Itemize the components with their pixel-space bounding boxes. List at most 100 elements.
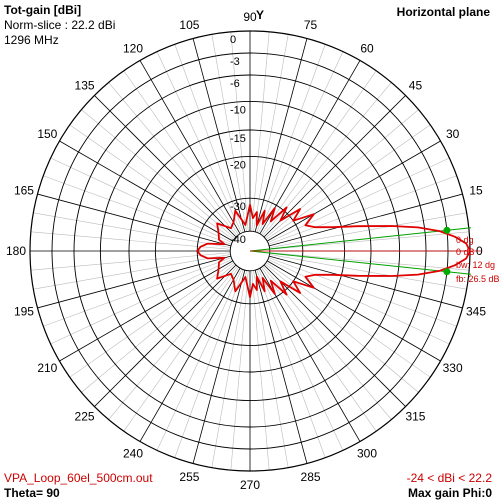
- angle-label-0: 0: [476, 244, 483, 258]
- minor-spoke: [261, 267, 377, 432]
- minor-spoke: [108, 265, 238, 420]
- angle-label: 60: [360, 41, 374, 55]
- minor-spoke: [50, 157, 233, 243]
- major-spoke: [94, 264, 237, 407]
- major-spoke: [192, 270, 246, 464]
- major-spoke: [263, 95, 406, 238]
- major-spoke: [254, 38, 308, 232]
- angle-label: 105: [179, 18, 199, 32]
- angle-label: 240: [123, 447, 143, 461]
- norm-slice-label: Norm-slice : 22.2 dBi: [4, 18, 116, 32]
- major-spoke: [269, 193, 463, 247]
- minor-spoke: [253, 270, 289, 468]
- beamwidth-lines: [249, 227, 481, 275]
- radiation-pattern: [196, 203, 471, 299]
- ring-label: -6: [230, 78, 240, 90]
- angle-label: 345: [466, 305, 486, 319]
- minor-spoke: [266, 262, 431, 378]
- angle-label: 285: [301, 470, 321, 484]
- minor-spoke: [81, 109, 236, 239]
- angle-label: 195: [14, 305, 34, 319]
- minor-spoke: [264, 263, 419, 393]
- angle-label: 15: [469, 183, 483, 197]
- minor-spoke: [156, 51, 242, 234]
- chart-title: Tot-gain [dBi]: [4, 3, 82, 17]
- angle-label: 90: [243, 10, 257, 24]
- minor-spoke: [123, 267, 239, 432]
- minor-spoke: [258, 51, 344, 234]
- angle-label: 30: [446, 127, 460, 141]
- major-spoke: [94, 95, 237, 238]
- major-spoke: [37, 255, 231, 309]
- minor-spoke: [81, 263, 236, 393]
- ring-labels: 0 -3 -6 -10 -15 -20 -30 -40: [230, 34, 246, 246]
- plane-label: Horizontal plane: [396, 5, 490, 19]
- minor-spoke: [69, 124, 234, 240]
- major-spoke: [266, 140, 441, 242]
- minor-spoke: [261, 70, 377, 235]
- minor-spoke: [264, 109, 419, 239]
- angle-labels: 15 30 45 60 75 90 105 120 135 150 165 180 195 210 225 2…: [6, 10, 486, 492]
- angle-label: 225: [75, 409, 95, 423]
- angle-label: 165: [14, 183, 34, 197]
- angle-label: 45: [409, 79, 423, 93]
- minor-spoke: [266, 124, 431, 240]
- minor-spoke: [262, 82, 392, 237]
- beamwidth-marker: [443, 226, 451, 234]
- ring-label: -30: [230, 201, 246, 213]
- angle-label: 180: [6, 244, 26, 258]
- angle-label: 150: [37, 127, 57, 141]
- minor-spoke: [156, 268, 242, 451]
- gain-annotation: 0 dB: [456, 247, 475, 257]
- angle-label: 75: [304, 18, 318, 32]
- major-spoke: [266, 260, 441, 362]
- major-spoke: [269, 255, 463, 309]
- annotations: 0 dg 0 dB bw: 12 dg fb: 26.5 dB 0: [456, 235, 500, 284]
- y-axis-label: Y: [256, 8, 264, 22]
- major-spoke: [259, 60, 361, 235]
- beamwidth-annotation: bw: 12 dg: [456, 260, 495, 270]
- minor-spoke: [267, 157, 450, 243]
- major-spoke: [254, 270, 308, 464]
- angle-label: 330: [443, 361, 463, 375]
- minor-spoke: [108, 82, 238, 237]
- angle-label: 210: [37, 361, 57, 375]
- ring-label: -15: [230, 133, 246, 145]
- minor-spoke: [69, 262, 234, 378]
- angle-label: 255: [179, 470, 199, 484]
- max-gain-label: Max gain Phi:0: [407, 486, 492, 500]
- major-spoke: [259, 267, 361, 442]
- ring-label: -10: [230, 104, 246, 116]
- angle-label: 300: [357, 447, 377, 461]
- minor-spoke: [33, 254, 231, 290]
- beamwidth-markers: [443, 226, 451, 276]
- angle-label: 315: [405, 409, 425, 423]
- pattern-curve: [196, 203, 471, 299]
- range-label: -24 < dBi < 22.2: [406, 471, 492, 485]
- theta-label: Theta= 90: [4, 486, 60, 500]
- beamwidth-marker: [443, 268, 451, 276]
- frequency-label: 1296 MHz: [4, 33, 59, 47]
- major-spoke: [192, 38, 246, 232]
- ring-label: -40: [230, 234, 246, 246]
- major-spoke: [59, 260, 234, 362]
- filename-label: VPA_Loop_60el_500cm.out: [4, 471, 153, 485]
- major-spoke: [37, 193, 231, 247]
- major-spoke: [263, 264, 406, 407]
- angle-label: 120: [123, 41, 143, 55]
- minor-spoke: [262, 265, 392, 420]
- minor-spoke: [33, 212, 231, 248]
- beamwidth-line: [249, 227, 472, 252]
- beamwidth-line: [249, 250, 472, 275]
- minor-spoke: [258, 268, 344, 451]
- angle-annotation: 0 dg: [456, 235, 474, 245]
- minor-spoke: [267, 259, 450, 345]
- angle-label: 135: [75, 79, 95, 93]
- minor-spoke: [123, 70, 239, 235]
- major-spoke: [139, 60, 241, 235]
- minor-spoke: [253, 34, 289, 232]
- major-spoke: [139, 267, 241, 442]
- minor-spoke: [211, 270, 247, 468]
- ring-label: -3: [230, 56, 240, 68]
